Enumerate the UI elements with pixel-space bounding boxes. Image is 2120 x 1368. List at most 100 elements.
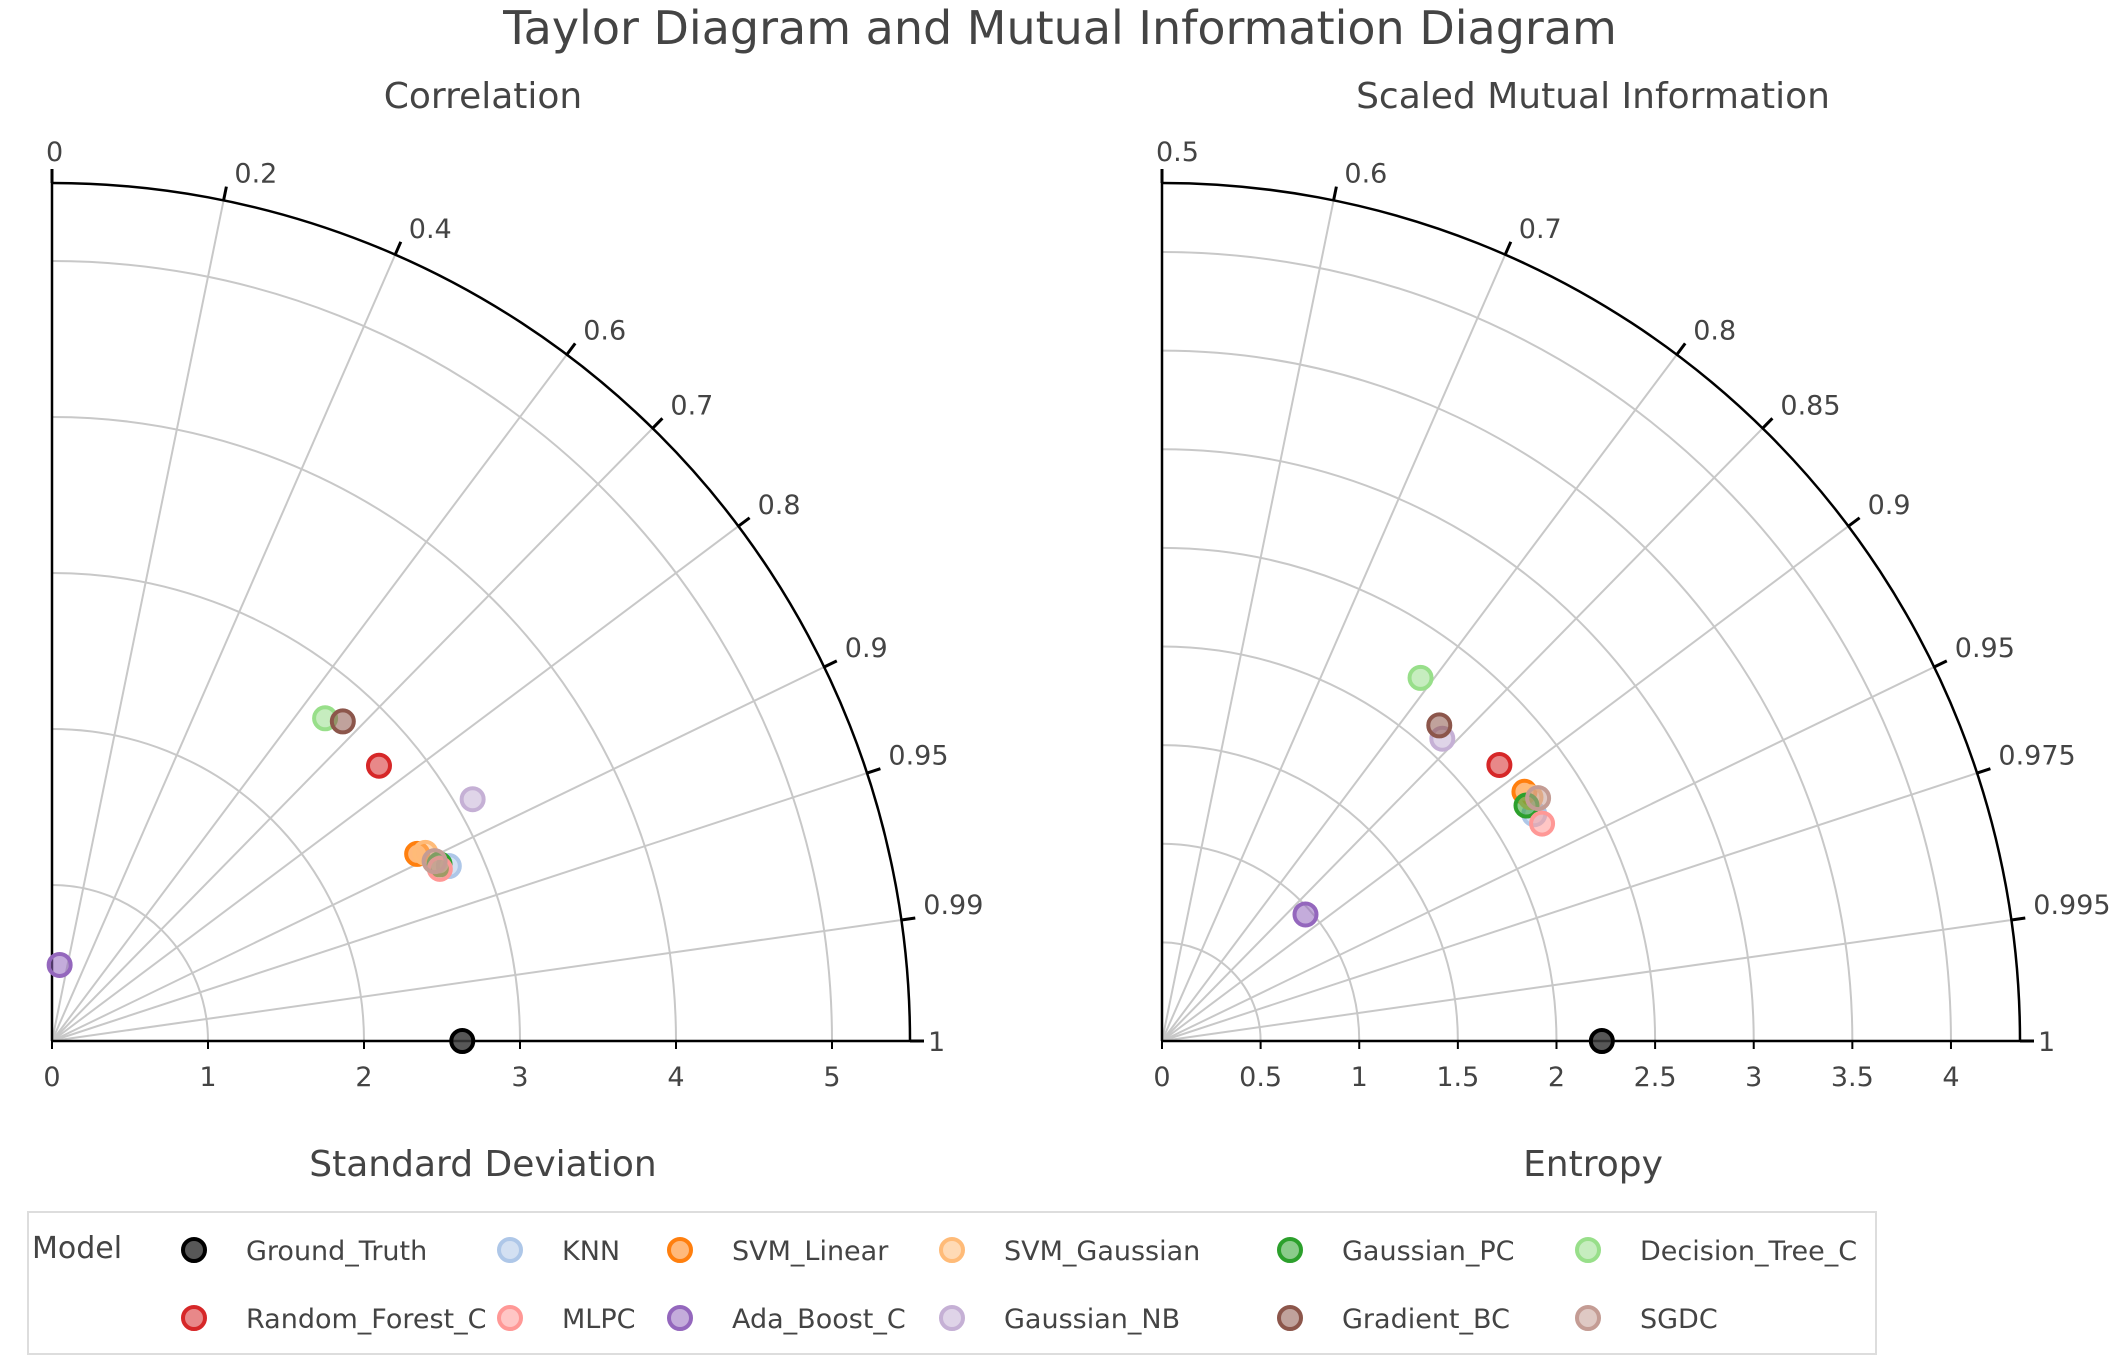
mi-angular-tick-label: 0.8: [1693, 315, 1736, 346]
taylor-angular-tick: [866, 767, 881, 775]
legend-marker-gaussian-pc: [1277, 1237, 1303, 1263]
taylor-angular-tick-label: 0.8: [758, 490, 801, 521]
mi-radial-grid-arc: [1161, 251, 1952, 1042]
taylor-radial-tick-label: 5: [823, 1062, 840, 1093]
mi-angular-grid-line: [1161, 200, 1335, 1042]
mi-angular-tick: [1675, 342, 1687, 356]
legend-label-svm-gaussian: SVM_Gaussian: [1004, 1236, 1200, 1267]
mi-radial-grid-arc: [1161, 744, 1459, 1042]
legend-marker-svm-gaussian: [939, 1237, 965, 1263]
mi-angular-grid-line: [1161, 525, 1850, 1042]
mi-angular-tick: [1761, 417, 1774, 430]
mi-angular-tick: [1933, 659, 1948, 669]
legend-label-gaussian-pc: Gaussian_PC: [1342, 1236, 1515, 1267]
taylor-radial-tick-label: 1: [199, 1062, 216, 1093]
mi-radial-tick-label: 3: [1745, 1062, 1762, 1093]
legend-label-random-forest-c: Random_Forest_C: [246, 1304, 487, 1335]
mi-angular-tick: [1332, 186, 1338, 201]
taylor-angular-tick: [222, 186, 228, 201]
taylor-point-ada-boost-c: [46, 951, 73, 978]
mi-point-random-forest-c: [1486, 751, 1513, 778]
legend-label-decision-tree-c: Decision_Tree_C: [1640, 1236, 1857, 1267]
legend-label-ada-boost-c: Ada_Boost_C: [732, 1304, 906, 1335]
taylor-angular-tick-label: 0.95: [888, 741, 948, 772]
mi-radial-tick-label: 2: [1548, 1062, 1565, 1093]
taylor-angular-tick-label: 1: [928, 1027, 945, 1058]
taylor-angular-grid-line: [51, 427, 654, 1042]
mi-angular-grid-line: [1161, 427, 1764, 1042]
mi-radial-grid-arc: [1161, 546, 1657, 1042]
taylor-diagram: Correlation Standard Deviation 0 1 2 3 4 5 0 0.…: [43, 76, 983, 1185]
legend-label-svm-linear: SVM_Linear: [732, 1236, 889, 1267]
mi-radial-tick-label: 3.5: [1831, 1062, 1874, 1093]
taylor-point-random-forest-c: [365, 752, 392, 779]
mi-radial-tick-label: 1.5: [1436, 1062, 1479, 1093]
taylor-angular-tick-label: 0.7: [670, 390, 713, 421]
taylor-angular-tick: [823, 659, 838, 669]
mi-point-decision-tree-c: [1407, 664, 1434, 691]
mi-angular-tick-label: 0.6: [1344, 159, 1387, 190]
mi-angular-grid-line: [1161, 666, 1935, 1042]
taylor-angular-tick: [565, 342, 577, 356]
legend-label-knn: KNN: [562, 1236, 620, 1267]
legend-marker-svm-linear: [667, 1237, 693, 1263]
taylor-radial-grid-arc: [51, 260, 833, 1042]
taylor-radial-grid-arc: [51, 728, 365, 1042]
taylor-angular-tick: [393, 241, 403, 256]
legend-marker-gaussian-nb: [939, 1305, 965, 1331]
taylor-angular-grid-line: [51, 918, 902, 1042]
mi-angular-tick-label: 0.975: [1998, 741, 2075, 772]
mi-angular-tick-label: 1: [2038, 1027, 2055, 1058]
legend-label-gradient-bc: Gradient_BC: [1342, 1304, 1510, 1335]
mutual-information-diagram: Scaled Mutual Information Entropy 0 0.5 1 1…: [1153, 76, 2110, 1185]
taylor-angular-grid-line: [51, 254, 397, 1042]
taylor-angular-tick: [651, 417, 664, 430]
mi-angular-grid-line: [1161, 772, 1978, 1042]
taylor-angular-tick-label: 0.6: [583, 315, 626, 346]
taylor-angular-tick: [901, 916, 916, 922]
taylor-angular-tick-label: 0.9: [845, 633, 888, 664]
legend-marker-ground-truth: [181, 1237, 207, 1263]
mi-radial-grid-arc: [1161, 842, 1361, 1042]
mi-angular-grid-line: [1161, 918, 2012, 1042]
taylor-point-gradient-bc: [329, 708, 356, 735]
legend-title: Model: [32, 1231, 122, 1266]
taylor-xlabel: Standard Deviation: [309, 1144, 656, 1185]
mi-angular-tick-label: 0.5: [1156, 137, 1199, 168]
mi-radial-grid-arc: [1161, 645, 1558, 1042]
legend-marker-decision-tree-c: [1575, 1237, 1601, 1263]
taylor-angular-tick-label: 0.99: [923, 890, 983, 921]
mi-radial-tick-label: 1: [1351, 1062, 1368, 1093]
mi-radial-tick-label: 4: [1942, 1062, 1959, 1093]
mi-radial-grid-arc: [1161, 349, 1854, 1042]
mi-angular-grid-line: [1161, 354, 1678, 1042]
mi-radial-tick-label: 2.5: [1634, 1062, 1677, 1093]
taylor-radial-grid-arc: [51, 572, 521, 1042]
mi-point-gradient-bc: [1426, 712, 1453, 739]
mi-point-sgdc: [1525, 785, 1552, 812]
legend-marker-gradient-bc: [1277, 1305, 1303, 1331]
taylor-outer-arc: [51, 181, 912, 1042]
legend-marker-knn: [497, 1237, 523, 1263]
taylor-angular-grid-line: [51, 772, 868, 1042]
taylor-angular-grid-line: [51, 354, 568, 1042]
taylor-point-gaussian-nb: [459, 786, 486, 813]
mi-angular-tick-label: 0.995: [2033, 890, 2110, 921]
mi-radial-tick-label: 0: [1153, 1062, 1170, 1093]
legend-label-mlpc: MLPC: [562, 1304, 635, 1335]
mi-angular-tick: [2011, 916, 2026, 922]
taylor-radial-tick-label: 2: [355, 1062, 372, 1093]
legend-label-ground-truth: Ground_Truth: [246, 1236, 427, 1267]
mi-angular-tick-label: 0.85: [1780, 390, 1840, 421]
figure-title: Taylor Diagram and Mutual Information Di…: [502, 1, 1617, 55]
taylor-point-ground-truth: [449, 1028, 476, 1054]
mi-radial-tick-label: 0.5: [1239, 1062, 1282, 1093]
mi-angular-tick: [1847, 516, 1861, 528]
mi-angular-tick-label: 0.7: [1519, 214, 1562, 245]
mi-angular-tick-label: 0.95: [1955, 633, 2015, 664]
legend-marker-sgdc: [1575, 1305, 1601, 1331]
mi-angular-tick: [1976, 767, 1991, 775]
mi-angular-tick-label: 0.9: [1868, 490, 1911, 521]
taylor-angular-tick-label: 0.4: [409, 214, 452, 245]
